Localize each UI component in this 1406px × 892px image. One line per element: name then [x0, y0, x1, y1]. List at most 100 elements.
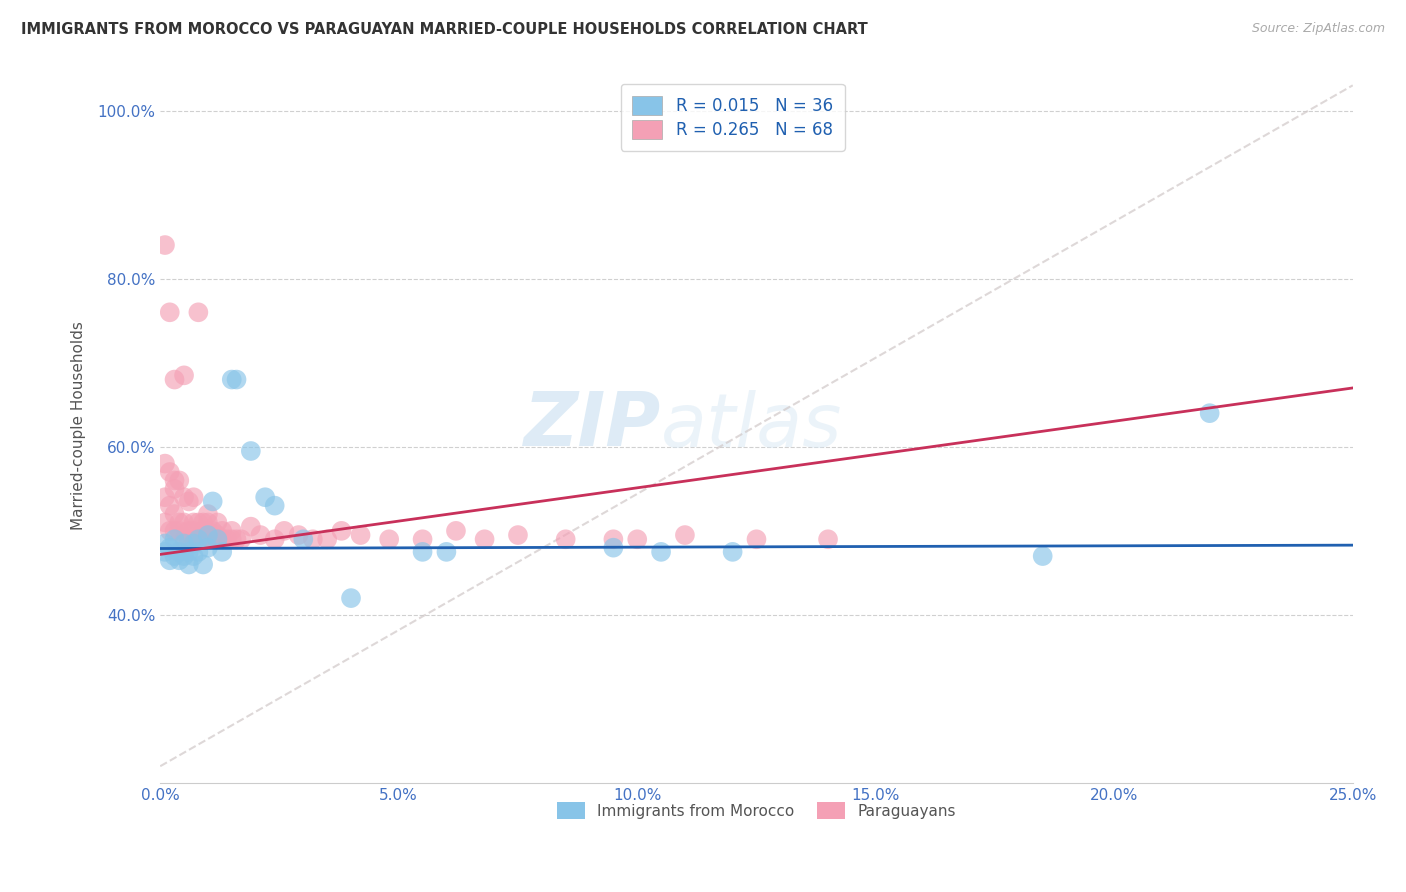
Point: [201, 524, 224, 538]
Point: [474, 533, 496, 547]
Point: [721, 545, 744, 559]
Point: [183, 549, 205, 563]
Point: [239, 519, 262, 533]
Point: [263, 499, 285, 513]
Point: [173, 368, 195, 383]
Point: [183, 536, 205, 550]
Point: [169, 545, 191, 559]
Point: [221, 533, 243, 547]
Point: [169, 516, 191, 530]
Point: [444, 524, 467, 538]
Point: [191, 558, 214, 572]
Point: [207, 516, 229, 530]
Point: [177, 545, 200, 559]
Point: [187, 533, 209, 547]
Point: [187, 516, 209, 530]
Text: atlas: atlas: [661, 390, 842, 462]
Point: [159, 499, 181, 513]
Point: [159, 465, 181, 479]
Point: [197, 524, 219, 538]
Point: [173, 533, 195, 547]
Point: [207, 533, 229, 547]
Legend: Immigrants from Morocco, Paraguayans: Immigrants from Morocco, Paraguayans: [551, 796, 962, 825]
Point: [159, 305, 181, 319]
Point: [207, 528, 229, 542]
Point: [197, 533, 219, 547]
Point: [177, 524, 200, 538]
Text: Source: ZipAtlas.com: Source: ZipAtlas.com: [1251, 22, 1385, 36]
Point: [626, 533, 648, 547]
Point: [191, 524, 214, 538]
Point: [183, 516, 205, 530]
Point: [197, 541, 219, 555]
Point: [173, 516, 195, 530]
Point: [159, 541, 181, 555]
Point: [221, 524, 243, 538]
Point: [169, 524, 191, 538]
Point: [215, 533, 238, 547]
Point: [153, 238, 176, 252]
Point: [412, 533, 434, 547]
Point: [650, 545, 672, 559]
Point: [197, 516, 219, 530]
Point: [211, 533, 233, 547]
Point: [316, 533, 339, 547]
Point: [197, 528, 219, 542]
Point: [292, 533, 315, 547]
Point: [153, 516, 176, 530]
Point: [153, 536, 176, 550]
Point: [273, 524, 295, 538]
Point: [163, 524, 186, 538]
Point: [191, 516, 214, 530]
Point: [153, 490, 176, 504]
Point: [173, 549, 195, 563]
Point: [817, 533, 839, 547]
Point: [554, 533, 576, 547]
Point: [163, 482, 186, 496]
Point: [330, 524, 353, 538]
Point: [187, 545, 209, 559]
Text: ZIP: ZIP: [524, 389, 661, 462]
Point: [169, 553, 191, 567]
Point: [412, 545, 434, 559]
Point: [177, 533, 200, 547]
Y-axis label: Married-couple Households: Married-couple Households: [72, 321, 86, 530]
Point: [197, 507, 219, 521]
Point: [153, 545, 176, 559]
Point: [211, 545, 233, 559]
Point: [602, 541, 624, 555]
Point: [211, 524, 233, 538]
Point: [349, 528, 371, 542]
Point: [163, 507, 186, 521]
Point: [187, 305, 209, 319]
Point: [506, 528, 529, 542]
Point: [225, 533, 247, 547]
Text: IMMIGRANTS FROM MOROCCO VS PARAGUAYAN MARRIED-COUPLE HOUSEHOLDS CORRELATION CHAR: IMMIGRANTS FROM MOROCCO VS PARAGUAYAN MA…: [21, 22, 868, 37]
Point: [173, 536, 195, 550]
Point: [239, 444, 262, 458]
Point: [1198, 406, 1220, 420]
Point: [673, 528, 696, 542]
Point: [159, 524, 181, 538]
Point: [159, 553, 181, 567]
Point: [1032, 549, 1054, 563]
Point: [169, 474, 191, 488]
Point: [191, 533, 214, 547]
Point: [263, 533, 285, 547]
Point: [436, 545, 458, 559]
Point: [378, 533, 401, 547]
Point: [254, 490, 277, 504]
Point: [183, 490, 205, 504]
Point: [302, 533, 325, 547]
Point: [163, 373, 186, 387]
Point: [602, 533, 624, 547]
Point: [163, 549, 186, 563]
Point: [163, 474, 186, 488]
Point: [745, 533, 768, 547]
Point: [221, 373, 243, 387]
Point: [177, 558, 200, 572]
Point: [340, 591, 363, 606]
Point: [201, 494, 224, 508]
Point: [231, 533, 253, 547]
Point: [153, 457, 176, 471]
